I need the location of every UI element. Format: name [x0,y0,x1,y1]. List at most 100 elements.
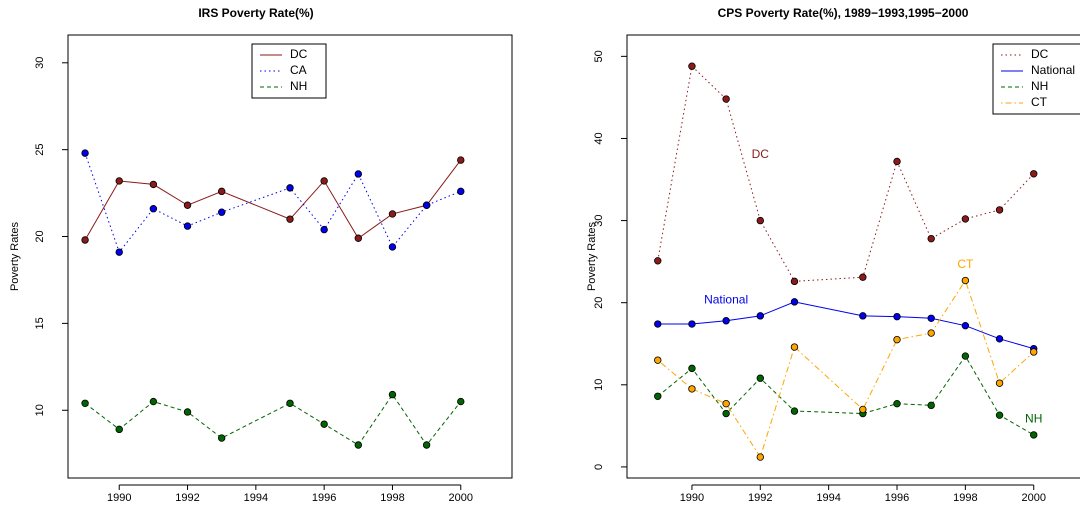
point [217,208,226,216]
point [286,399,294,407]
point [995,411,1004,419]
point [927,329,935,337]
series-line [84,152,461,254]
point [722,317,730,325]
point [790,407,799,415]
legend-box [992,43,1080,115]
x-tick-label: 1990 [680,492,704,504]
series-line [657,355,1034,436]
x-tick-label: 1996 [312,492,336,504]
point [893,312,901,321]
point [893,399,901,408]
point [688,385,696,393]
point [756,216,764,225]
point [422,441,431,449]
chart-title: CPS Poverty Rate(%), 1989−1993,1995−2000 [718,6,969,20]
point [961,352,970,360]
point [722,409,730,418]
point [927,314,935,322]
point [457,187,465,196]
point [927,401,935,410]
point [457,397,465,406]
point [654,257,662,265]
plot-frame [626,34,1080,479]
point [422,201,431,209]
point [995,335,1004,343]
point [183,222,192,230]
plot-frame [67,34,513,479]
point [388,390,397,399]
point [183,201,192,209]
point [149,180,158,189]
point [183,408,192,416]
legend-label: DC [1031,47,1049,61]
point [654,356,662,364]
point [320,177,328,185]
y-tick-label: 25 [34,144,46,156]
point [1030,431,1038,439]
point [354,234,363,242]
x-tick-label: 1992 [175,492,199,504]
series-line [84,393,462,446]
point [722,95,730,103]
x-tick-label: 1998 [953,492,977,504]
legend-label: NH [1031,79,1048,93]
y-tick-label: 15 [34,317,46,329]
point [286,184,294,192]
point [756,312,764,320]
x-tick-label: 2000 [1021,492,1045,504]
point [688,320,696,328]
y-tick-label: 50 [593,50,605,62]
point [457,156,465,164]
point [81,149,89,157]
point [217,187,226,196]
point [354,170,363,178]
annotation: National [704,292,748,306]
x-tick-label: 2000 [449,492,473,504]
point [217,434,226,442]
x-tick-label: 1992 [748,492,772,504]
y-tick-label: 0 [593,464,605,470]
x-tick-label: 1994 [244,492,268,504]
point [1030,348,1038,356]
point [893,157,901,166]
point [354,441,363,449]
annotation: DC [752,147,770,161]
point [790,343,799,351]
point [961,321,970,330]
x-tick-label: 1998 [380,492,404,504]
series-line [657,65,1035,282]
point [790,277,799,286]
point [756,374,764,382]
annotation: CT [957,257,974,271]
point [115,248,123,256]
point [722,399,730,408]
annotation: NH [1025,411,1042,425]
legend-label: DC [290,47,308,61]
point [790,298,799,306]
point [286,215,294,223]
x-tick-label: 1990 [107,492,131,504]
point [81,236,89,244]
point [859,312,867,320]
x-tick-label: 1996 [885,492,909,504]
x-tick-label: 1994 [816,492,840,504]
y-tick-label: 20 [34,230,46,242]
point [961,215,970,223]
y-tick-label: 10 [34,404,46,416]
y-tick-label: 20 [593,297,605,309]
point [893,335,901,344]
point [115,177,123,185]
point [859,273,867,281]
point [995,379,1004,387]
point [388,243,397,251]
series-line [657,279,1035,459]
legend-label: CA [290,63,307,77]
point [115,425,123,434]
point [320,225,328,234]
point [859,405,867,414]
legend-box [251,43,327,99]
point [654,320,662,328]
point [149,397,158,406]
